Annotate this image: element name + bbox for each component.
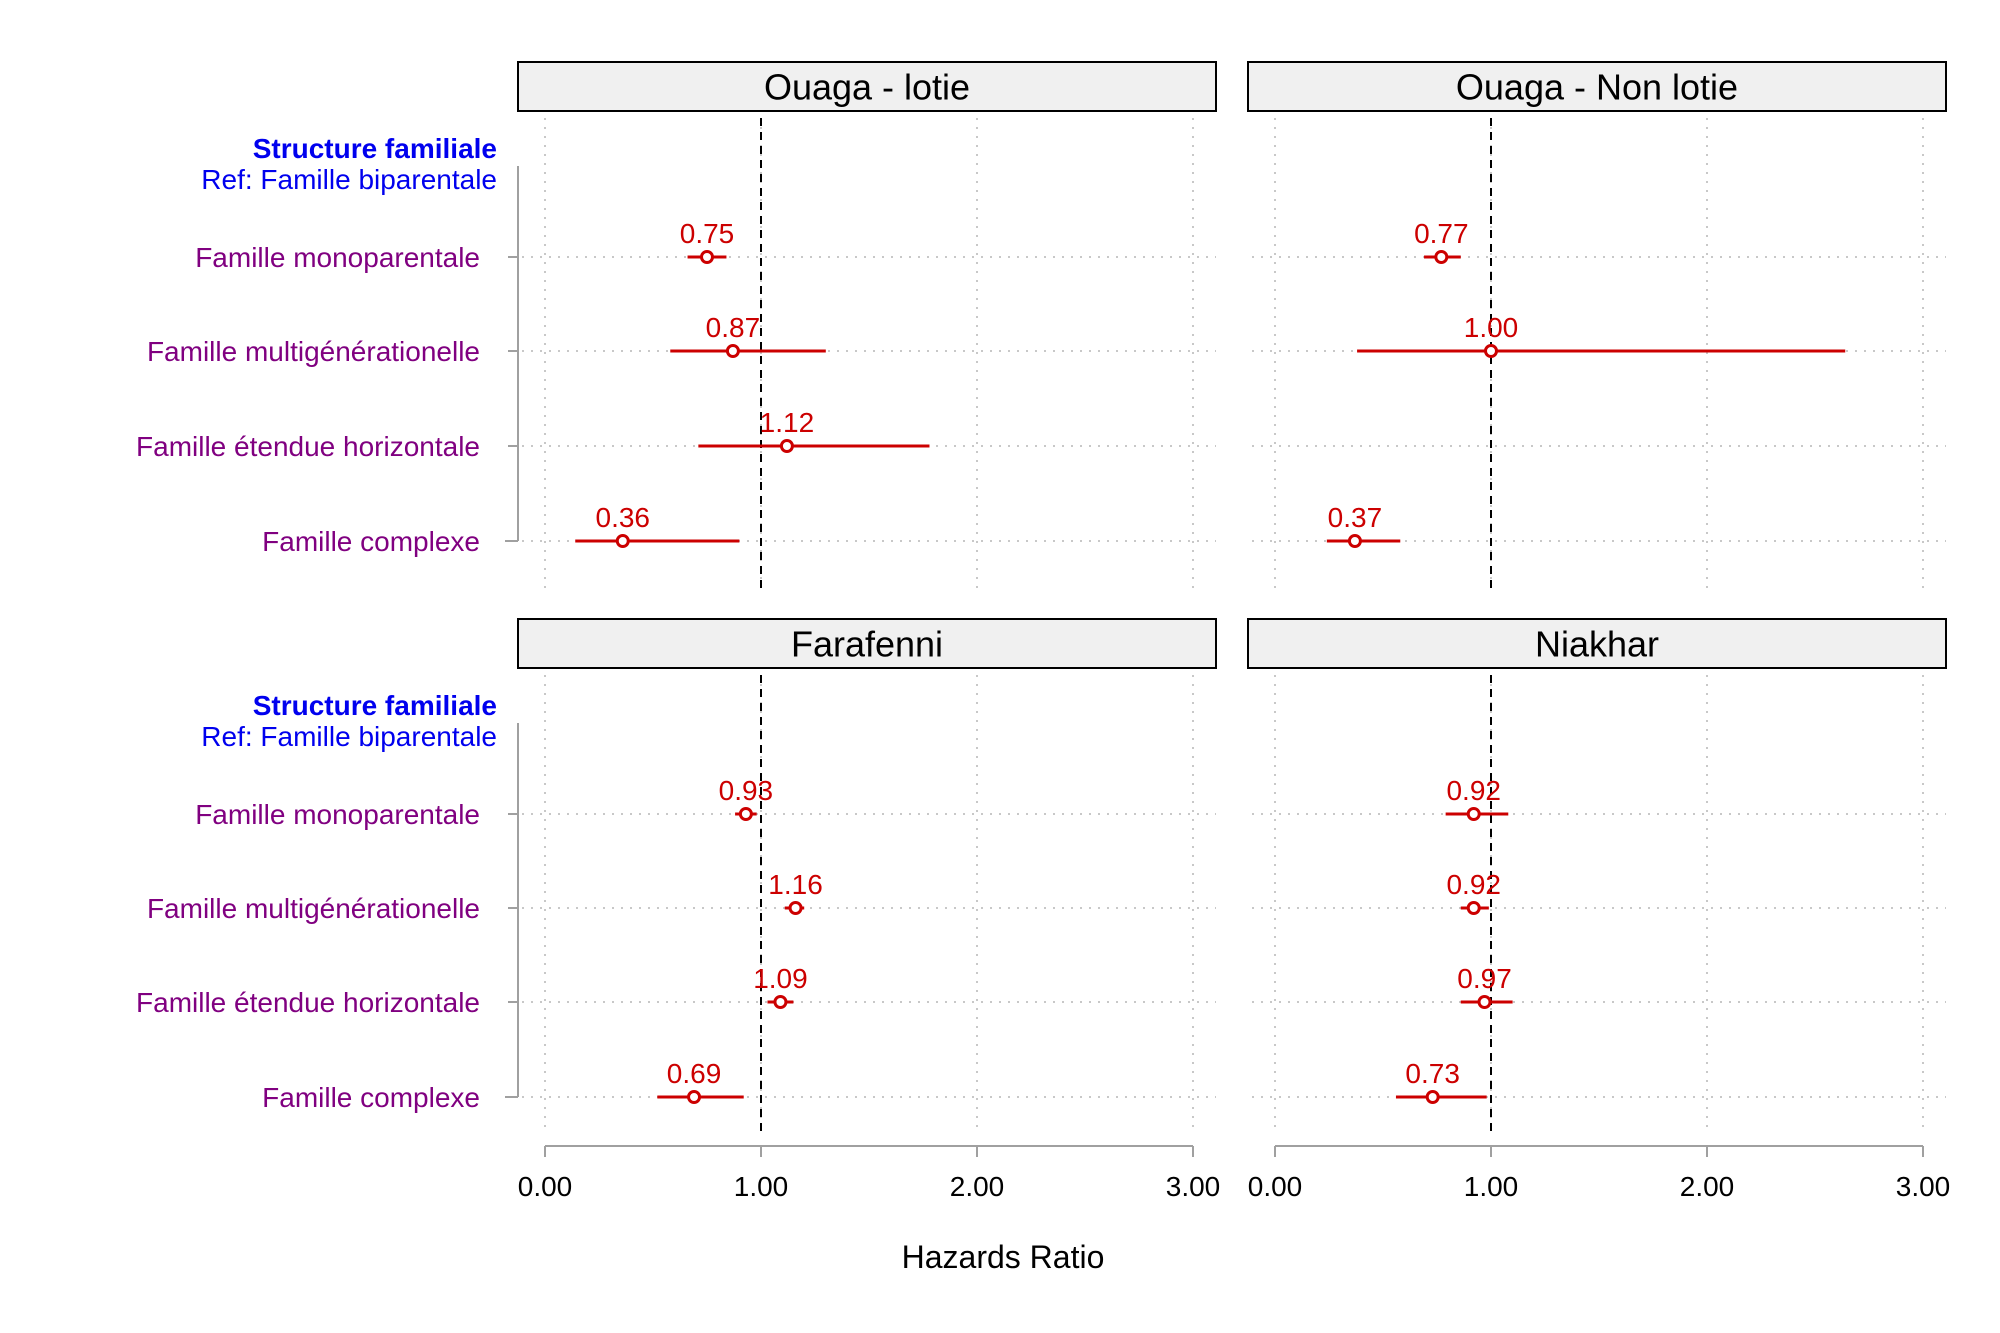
x-axis-1: 0.00 1.00 2.00 3.00 [1248, 1145, 1951, 1202]
estimate: 0.92 [1445, 775, 1509, 821]
row-label: Famille multigénérationelle [147, 336, 480, 367]
estimate: 1.16 [768, 869, 823, 915]
panel-strip [517, 618, 1217, 669]
value-label: 1.16 [768, 869, 823, 900]
value-label: 0.37 [1328, 502, 1383, 533]
group-reference: Ref: Famille biparentale [201, 164, 497, 195]
group-title: Structure familiale [253, 690, 497, 721]
x-tick-label: 0.00 [1248, 1171, 1303, 1202]
value-label: 0.97 [1457, 963, 1512, 994]
value-label: 1.00 [1464, 312, 1519, 343]
point-estimate [1484, 344, 1498, 358]
panel-0: Ouaga - lotie 0.75 0.87 1.12 0.36 [517, 61, 1217, 592]
x-axis-0: 0.00 1.00 2.00 3.00 [518, 1145, 1221, 1202]
x-axis-title: Hazards Ratio [902, 1239, 1105, 1275]
row-label: Famille étendue horizontale [136, 987, 480, 1018]
point-estimate [615, 534, 630, 548]
estimate: 0.97 [1457, 963, 1513, 1009]
estimate: 0.87 [670, 312, 826, 358]
point-estimate [1466, 901, 1481, 915]
x-tick-label: 3.00 [1166, 1171, 1221, 1202]
point-estimate [687, 1090, 702, 1104]
value-label: 1.09 [753, 963, 808, 994]
panel-title: Ouaga - Non lotie [1456, 67, 1738, 108]
row-label: Famille complexe [262, 526, 480, 557]
value-label: 0.92 [1446, 869, 1501, 900]
point-estimate [1425, 1090, 1440, 1104]
panel-title: Ouaga - lotie [764, 67, 970, 108]
point-estimate [773, 995, 788, 1009]
group-reference: Ref: Famille biparentale [201, 721, 497, 752]
point-estimate [700, 250, 714, 264]
point-estimate [1466, 807, 1481, 821]
panel-2: Farafenni 0.93 1.16 1.09 0.69 [517, 618, 1217, 1132]
panel-strip [1247, 61, 1947, 112]
value-label: 0.77 [1414, 218, 1469, 249]
x-tick-label: 2.00 [1680, 1171, 1735, 1202]
estimate: 0.36 [575, 502, 740, 548]
group-title: Structure familiale [253, 133, 497, 164]
estimate: 0.75 [680, 218, 735, 264]
x-tick-label: 1.00 [734, 1171, 789, 1202]
point-estimate [738, 807, 753, 821]
point-estimate [779, 439, 794, 453]
panels-layer: Ouaga - lotie 0.75 0.87 1.12 0.36 Ouaga - Non… [517, 61, 1947, 1132]
point-estimate [725, 344, 740, 358]
point-estimate [1434, 250, 1449, 264]
value-label: 0.36 [596, 502, 651, 533]
value-label: 0.92 [1446, 775, 1501, 806]
estimate: 1.12 [698, 407, 930, 453]
estimate: 0.69 [657, 1058, 744, 1104]
x-tick-label: 1.00 [1464, 1171, 1519, 1202]
x-tick-label: 0.00 [518, 1171, 573, 1202]
estimate: 0.73 [1395, 1058, 1487, 1104]
value-label: 1.12 [760, 407, 815, 438]
panel-3: Niakhar 0.92 0.92 0.97 0.73 [1247, 618, 1947, 1132]
estimate: 0.93 [719, 775, 774, 821]
row-label: Famille étendue horizontale [136, 431, 480, 462]
point-estimate [1477, 995, 1492, 1009]
x-axes-layer: 0.00 1.00 2.00 3.00 0.00 1.00 2.00 3.00 [518, 1145, 1951, 1202]
x-tick-label: 2.00 [950, 1171, 1005, 1202]
estimate: 0.77 [1414, 218, 1469, 264]
row-label: Famille monoparentale [195, 242, 480, 273]
panel-title: Farafenni [791, 624, 943, 665]
panel-1: Ouaga - Non lotie 0.77 1.00 0.37 [1247, 61, 1947, 592]
row-label: Famille multigénérationelle [147, 893, 480, 924]
panel-strip [517, 61, 1217, 112]
value-label: 0.73 [1405, 1058, 1460, 1089]
x-tick-label: 3.00 [1896, 1171, 1951, 1202]
value-label: 0.69 [667, 1058, 722, 1089]
row-label: Famille complexe [262, 1082, 480, 1113]
point-estimate [788, 901, 803, 915]
row-label: Famille monoparentale [195, 799, 480, 830]
panel-title: Niakhar [1535, 624, 1659, 665]
estimate: 1.00 [1357, 312, 1846, 358]
value-label: 0.93 [719, 775, 774, 806]
panel-strip [1247, 618, 1947, 669]
estimate: 1.09 [753, 963, 808, 1009]
point-estimate [1347, 534, 1362, 548]
value-label: 0.75 [680, 218, 735, 249]
estimate: 0.92 [1446, 869, 1501, 915]
value-label: 0.87 [706, 312, 761, 343]
estimate: 0.37 [1326, 502, 1401, 548]
